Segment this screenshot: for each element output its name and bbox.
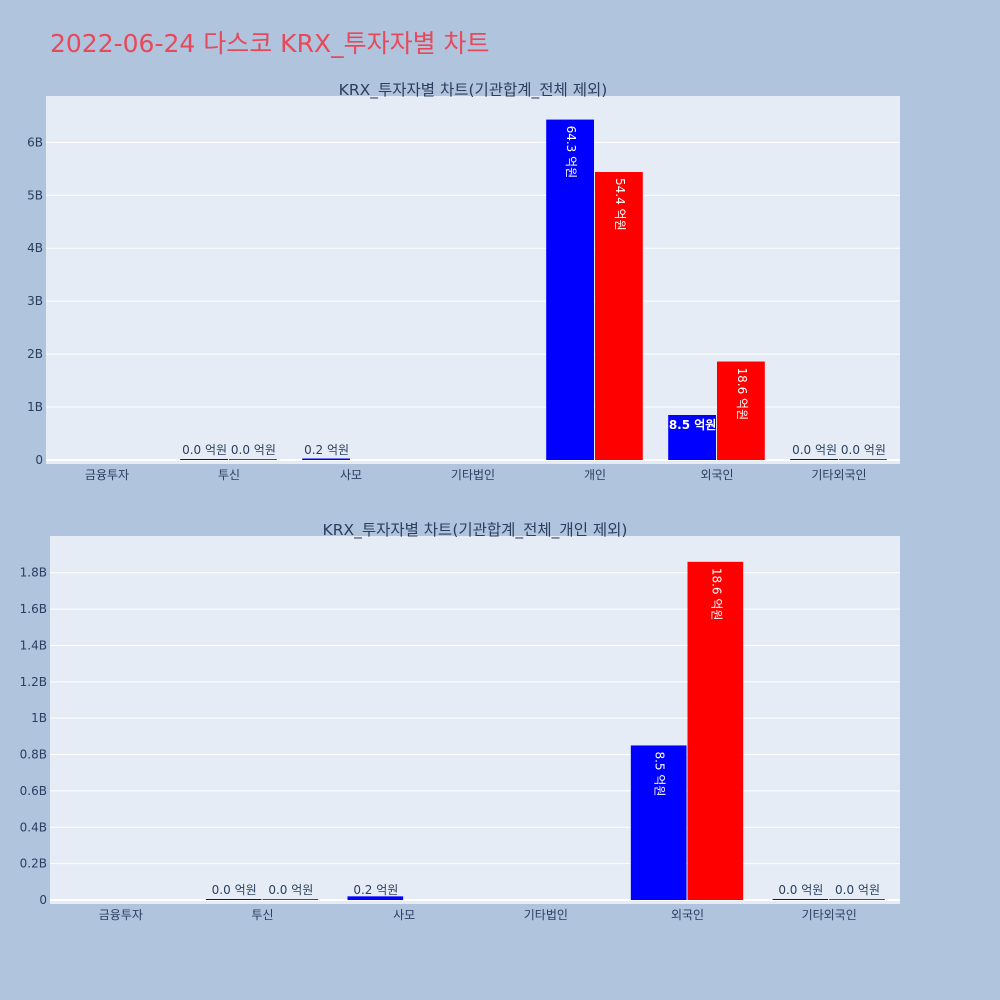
bar <box>717 361 765 460</box>
y-tick-label: 0 <box>35 453 43 467</box>
x-tick-label: 기타법인 <box>451 468 495 482</box>
data-label: 0.0 억원 <box>835 883 880 897</box>
bar <box>839 459 887 460</box>
chart-title: KRX_투자자별 차트(기관합계_전체 제외) <box>339 81 608 100</box>
x-tick-label: 금융투자 <box>99 908 143 922</box>
data-label: 18.6 억원 <box>709 568 723 621</box>
x-tick-label: 외국인 <box>671 908 704 922</box>
chart-title: KRX_투자자별 차트(기관합계_전체_개인 제외) <box>323 521 628 540</box>
data-label: 0.0 억원 <box>792 443 837 457</box>
plot-background <box>50 536 900 904</box>
y-tick-label: 1.4B <box>20 638 47 652</box>
bar <box>595 172 643 460</box>
bar <box>302 458 350 460</box>
data-label: 0.0 억원 <box>182 443 227 457</box>
bar <box>772 899 829 900</box>
y-tick-label: 5B <box>27 188 43 202</box>
data-label: 0.0 억원 <box>841 443 886 457</box>
bar <box>205 899 262 900</box>
bar <box>262 899 319 900</box>
data-label: 0.2 억원 <box>304 443 349 457</box>
y-tick-label: 0 <box>39 893 47 907</box>
data-label: 0.0 억원 <box>268 883 313 897</box>
x-tick-label: 투신 <box>251 908 273 922</box>
data-label: 0.0 억원 <box>778 883 823 897</box>
y-tick-label: 3B <box>27 294 43 308</box>
y-tick-label: 4B <box>27 241 43 255</box>
chart-2: KRX_투자자별 차트(기관합계_전체_개인 제외) 0 0.2B 0.4B 0.6B 0… <box>20 521 900 922</box>
data-label: 18.6 억원 <box>735 368 749 421</box>
page-title: 2022-06-24 다스코 KRX_투자자별 차트 <box>50 29 490 58</box>
data-label: 0.2 억원 <box>353 883 398 897</box>
data-label: 54.4 억원 <box>613 178 627 231</box>
data-label: 8.5 억원 <box>669 418 717 432</box>
y-tick-label: 2B <box>27 347 43 361</box>
y-tick-label: 0.2B <box>20 857 47 871</box>
bar <box>668 415 716 460</box>
x-tick-label: 개인 <box>584 468 606 482</box>
data-label: 0.0 억원 <box>231 443 276 457</box>
bar <box>180 459 228 460</box>
x-tick-label: 기타외국인 <box>802 908 857 922</box>
x-tick-label: 기타법인 <box>524 908 568 922</box>
x-tick-label: 기타외국인 <box>811 468 866 482</box>
data-label: 8.5 억원 <box>653 751 667 796</box>
y-tick-label: 0.8B <box>20 748 47 762</box>
bar <box>829 899 885 900</box>
y-tick-label: 1.8B <box>20 566 47 580</box>
data-label: 0.0 억원 <box>212 883 257 897</box>
y-tick-label: 1B <box>31 711 47 725</box>
bar <box>229 459 277 460</box>
chart-1: KRX_투자자별 차트(기관합계_전체 제외) 0 1B 2B 3B 4B 5B 6B 금융투자… <box>27 81 900 482</box>
bar <box>790 459 838 460</box>
x-tick-label: 금융투자 <box>85 468 129 482</box>
bar <box>347 896 404 900</box>
x-tick-label: 사모 <box>340 468 362 482</box>
y-tick-label: 0.6B <box>20 784 47 798</box>
y-tick-label: 6B <box>27 135 43 149</box>
bar <box>630 745 687 900</box>
x-tick-label: 투신 <box>218 468 240 482</box>
bar <box>546 119 594 461</box>
y-tick-label: 1.2B <box>20 675 47 689</box>
x-tick-label: 외국인 <box>700 468 733 482</box>
y-tick-label: 1.6B <box>20 602 47 616</box>
bar <box>687 561 744 900</box>
plot-background <box>46 96 900 464</box>
y-tick-label: 1B <box>27 400 43 414</box>
x-tick-label: 사모 <box>393 908 415 922</box>
data-label: 64.3 억원 <box>564 126 578 179</box>
y-tick-label: 0.4B <box>20 820 47 834</box>
